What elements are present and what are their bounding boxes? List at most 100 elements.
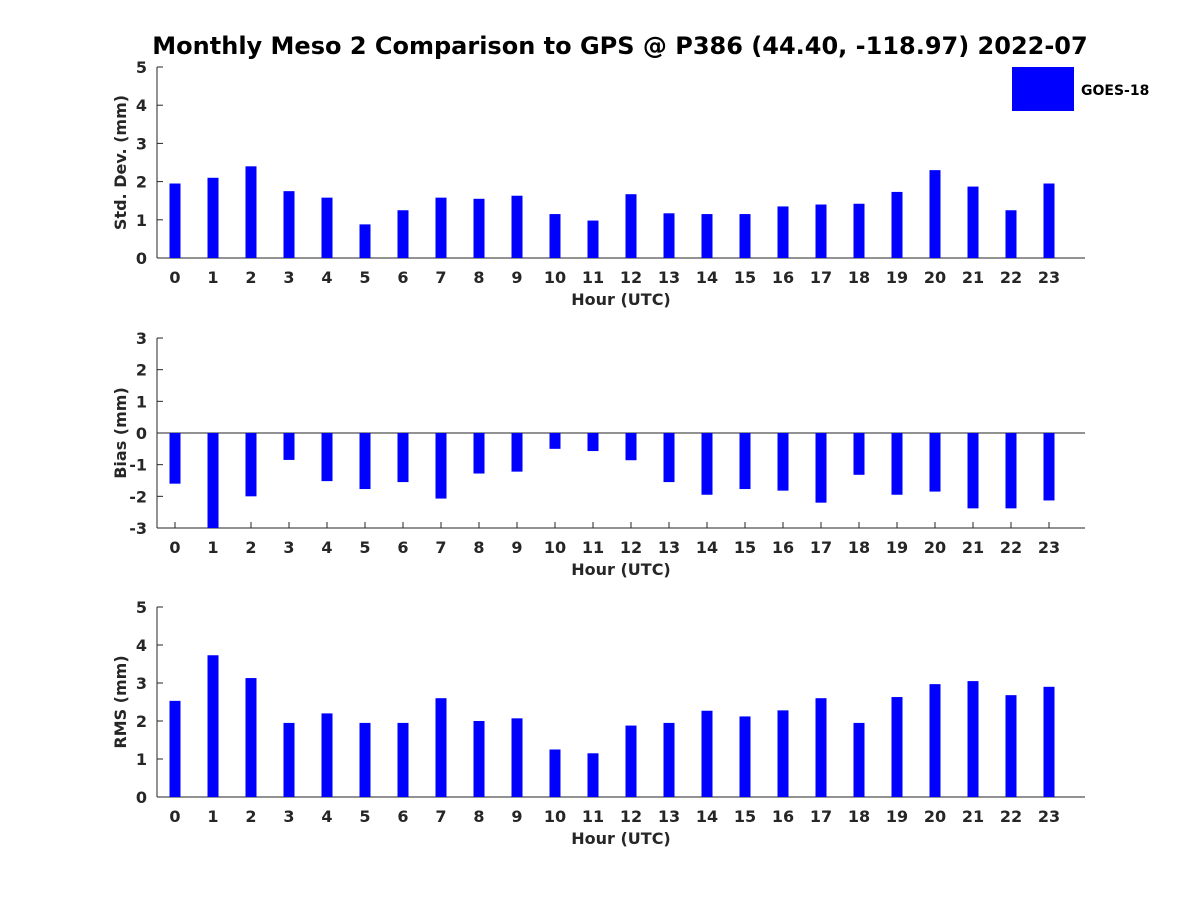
std-dev-bar xyxy=(511,195,523,258)
rms-x-tick-label: 2 xyxy=(245,807,256,826)
bias-x-tick-label: 21 xyxy=(962,538,984,557)
std-dev-x-tick-label: 8 xyxy=(473,268,484,287)
bias-y-tick-label: 2 xyxy=(136,361,147,380)
std-dev-y-tick-label: 5 xyxy=(136,58,147,77)
std-dev-x-tick-label: 1 xyxy=(207,268,218,287)
bias-bar xyxy=(587,433,599,452)
bias-bar xyxy=(245,433,257,497)
std-dev-x-tick-label: 13 xyxy=(658,268,680,287)
std-dev-x-tick-label: 7 xyxy=(435,268,446,287)
rms-y-tick-label: 2 xyxy=(136,712,147,731)
std-dev-x-tick-label: 10 xyxy=(544,268,566,287)
std-dev-x-tick-label: 14 xyxy=(696,268,718,287)
std-dev-x-tick-label: 20 xyxy=(924,268,946,287)
rms-x-tick-label: 6 xyxy=(397,807,408,826)
rms-x-tick-label: 16 xyxy=(772,807,794,826)
rms-bar xyxy=(283,722,295,797)
bias-bar xyxy=(169,433,181,484)
bias-x-label: Hour (UTC) xyxy=(571,560,671,579)
std-dev-bar xyxy=(245,166,257,258)
bias-bar xyxy=(1005,433,1017,509)
rms-x-tick-label: 0 xyxy=(169,807,180,826)
std-dev-bar xyxy=(625,194,637,258)
std-dev-bar xyxy=(663,213,675,258)
bias-y-tick-label: -3 xyxy=(129,519,147,538)
rms-bar xyxy=(511,718,523,797)
std-dev-bar xyxy=(777,206,789,258)
bias-x-tick-label: 6 xyxy=(397,538,408,557)
std-dev-bar xyxy=(1005,210,1017,258)
bias-bar xyxy=(701,433,713,495)
bias-x-tick-label: 22 xyxy=(1000,538,1022,557)
legend-label-goes-18: GOES-18 xyxy=(1081,83,1149,99)
bias-bar xyxy=(283,433,295,460)
rms-bar xyxy=(473,721,485,797)
bias-bar xyxy=(891,433,903,495)
bias-bar xyxy=(473,433,485,474)
std-dev-bar xyxy=(701,214,713,258)
rms-x-tick-label: 1 xyxy=(207,807,218,826)
std-dev-x-tick-label: 9 xyxy=(511,268,522,287)
rms-x-tick-label: 5 xyxy=(359,807,370,826)
rms-bar xyxy=(967,681,979,797)
std-dev-bar xyxy=(739,214,751,258)
rms-bar xyxy=(929,684,941,797)
rms-bar xyxy=(853,722,865,797)
std-dev-bar xyxy=(359,224,371,258)
bias-x-tick-label: 19 xyxy=(886,538,908,557)
rms-x-tick-label: 18 xyxy=(848,807,870,826)
std-dev-x-tick-label: 17 xyxy=(810,268,832,287)
bias-bar xyxy=(929,433,941,492)
std-dev-bar xyxy=(1043,183,1055,258)
std-dev-bar xyxy=(853,203,865,258)
std-dev-x-tick-label: 0 xyxy=(169,268,180,287)
std-dev-bar xyxy=(435,197,447,258)
rms-y-tick-label: 5 xyxy=(136,598,147,617)
std-dev-bar xyxy=(473,198,485,258)
rms-bar xyxy=(207,655,219,797)
bias-y-tick-label: 0 xyxy=(136,424,147,443)
bias-bar xyxy=(739,433,751,490)
std-dev-y-tick-label: 2 xyxy=(136,173,147,192)
std-dev-x-tick-label: 3 xyxy=(283,268,294,287)
std-dev-x-tick-label: 4 xyxy=(321,268,332,287)
std-dev-x-tick-label: 23 xyxy=(1038,268,1060,287)
std-dev-bar xyxy=(321,197,333,258)
legend: GOES-18 xyxy=(1012,67,1149,111)
rms-x-tick-label: 22 xyxy=(1000,807,1022,826)
rms-bar xyxy=(663,722,675,797)
std-dev-x-label: Hour (UTC) xyxy=(571,290,671,309)
bias-x-tick-label: 10 xyxy=(544,538,566,557)
std-dev-y-tick-label: 3 xyxy=(136,134,147,153)
bias-bar xyxy=(625,433,637,461)
rms-bar xyxy=(321,713,333,797)
rms-bar xyxy=(1005,695,1017,797)
rms-x-tick-label: 4 xyxy=(321,807,332,826)
rms-bar xyxy=(169,700,181,797)
rms-y-tick-label: 4 xyxy=(136,636,147,655)
rms-x-tick-label: 15 xyxy=(734,807,756,826)
bias-bar xyxy=(777,433,789,491)
bias-x-tick-label: 1 xyxy=(207,538,218,557)
std-dev-bar xyxy=(549,214,561,258)
bias-bar xyxy=(435,433,447,499)
bias-bar xyxy=(549,433,561,449)
bias-x-tick-label: 9 xyxy=(511,538,522,557)
std-dev-x-tick-label: 21 xyxy=(962,268,984,287)
bias-bar xyxy=(359,433,371,490)
bias-x-tick-label: 12 xyxy=(620,538,642,557)
rms-x-tick-label: 10 xyxy=(544,807,566,826)
rms-bar xyxy=(701,710,713,797)
rms-x-tick-label: 7 xyxy=(435,807,446,826)
rms-x-tick-label: 23 xyxy=(1038,807,1060,826)
rms-bar xyxy=(587,753,599,797)
std-dev-bar xyxy=(397,210,409,258)
std-dev-bar xyxy=(169,183,181,258)
rms-x-tick-label: 12 xyxy=(620,807,642,826)
rms-bar xyxy=(245,678,257,797)
chart-title: Monthly Meso 2 Comparison to GPS @ P386 … xyxy=(152,32,1087,60)
